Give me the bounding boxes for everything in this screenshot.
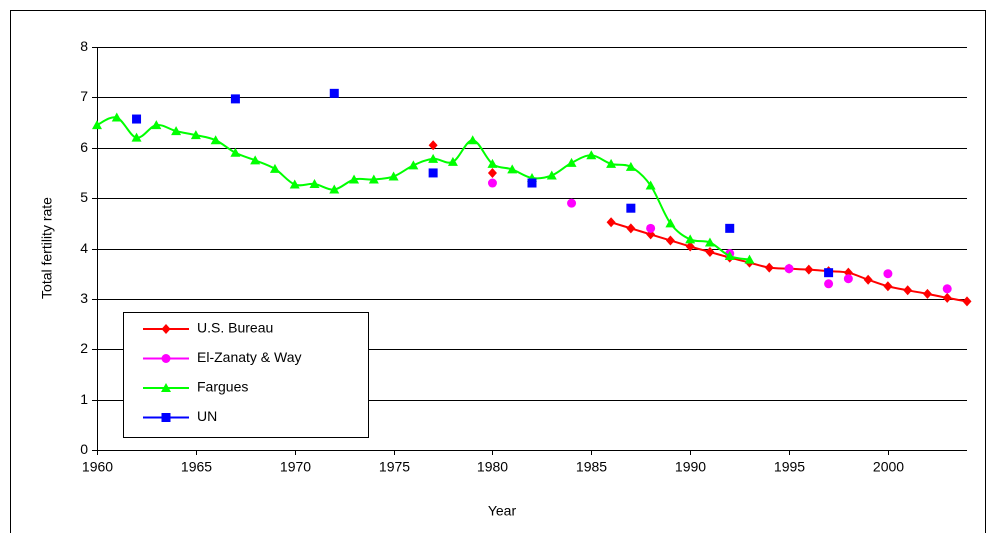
marker (685, 234, 696, 244)
y-tick-label: 2 (80, 340, 88, 356)
x-tick-label: 1970 (280, 459, 311, 475)
marker (744, 254, 755, 264)
marker (725, 223, 735, 233)
marker (764, 262, 774, 273)
marker (467, 135, 478, 145)
marker (942, 284, 952, 294)
marker (566, 157, 577, 167)
marker (705, 247, 715, 258)
marker (567, 198, 577, 208)
marker (606, 217, 616, 228)
marker (368, 174, 379, 184)
marker (487, 158, 498, 168)
marker (863, 274, 873, 285)
marker (289, 179, 300, 189)
marker (843, 274, 853, 284)
marker (804, 264, 814, 275)
x-tick-label: 1985 (576, 459, 607, 475)
marker (230, 94, 240, 104)
marker (942, 292, 952, 303)
marker (309, 179, 320, 189)
series-line (96, 116, 750, 261)
x-axis-label: Year (488, 503, 517, 519)
marker (487, 167, 497, 178)
marker (922, 288, 932, 299)
marker (132, 114, 142, 124)
marker (606, 158, 617, 168)
marker (161, 383, 171, 392)
series-line (610, 221, 968, 303)
marker (883, 269, 893, 279)
y-tick-label: 1 (80, 391, 88, 407)
chart-frame (10, 10, 986, 533)
x-tick-label: 1995 (774, 459, 805, 475)
marker (92, 120, 102, 130)
marker (586, 150, 597, 160)
x-tick-label: 1975 (379, 459, 410, 475)
marker (546, 170, 557, 180)
marker (883, 281, 893, 292)
y-tick-label: 6 (80, 139, 88, 155)
marker (962, 296, 972, 307)
marker (210, 135, 221, 145)
marker (388, 171, 399, 181)
x-tick-label: 1965 (181, 459, 212, 475)
marker (428, 140, 438, 151)
marker (824, 268, 834, 278)
y-tick-label: 3 (80, 290, 88, 306)
y-tick-label: 7 (80, 88, 88, 104)
marker (329, 88, 339, 98)
marker (665, 218, 676, 228)
marker (151, 120, 162, 130)
marker (626, 223, 636, 234)
marker (626, 203, 636, 213)
marker (646, 223, 656, 233)
x-tick-label: 2000 (873, 459, 904, 475)
marker (645, 180, 656, 190)
y-tick-label: 4 (80, 240, 88, 256)
marker (111, 112, 122, 122)
marker (408, 160, 419, 170)
legend-label: UN (197, 408, 217, 424)
marker (329, 184, 340, 194)
marker (250, 155, 261, 165)
y-tick-label: 5 (80, 189, 88, 205)
marker (190, 130, 201, 140)
marker (428, 153, 439, 163)
legend-label: Fargues (197, 379, 248, 395)
marker (685, 241, 695, 252)
marker (269, 163, 280, 173)
x-tick-label: 1960 (82, 459, 113, 475)
legend-label: U.S. Bureau (197, 320, 273, 336)
marker (171, 126, 182, 136)
marker (625, 161, 636, 171)
marker (161, 324, 171, 334)
marker (665, 235, 675, 246)
y-tick-label: 0 (80, 441, 88, 457)
marker (724, 251, 735, 261)
marker (487, 178, 497, 188)
marker (903, 285, 913, 296)
marker (161, 354, 171, 363)
marker (428, 168, 438, 178)
legend-label: El-Zanaty & Way (197, 349, 302, 365)
x-tick-label: 1990 (675, 459, 706, 475)
marker (784, 264, 794, 274)
marker (349, 174, 360, 184)
marker (824, 279, 834, 289)
marker (447, 156, 458, 166)
marker (161, 413, 171, 422)
marker (131, 132, 142, 142)
marker (507, 164, 518, 174)
y-tick-label: 8 (80, 38, 88, 54)
marker (704, 237, 715, 247)
x-tick-label: 1980 (477, 459, 508, 475)
marker (230, 147, 241, 157)
y-axis-label: Total fertility rate (39, 197, 55, 299)
marker (527, 178, 537, 188)
